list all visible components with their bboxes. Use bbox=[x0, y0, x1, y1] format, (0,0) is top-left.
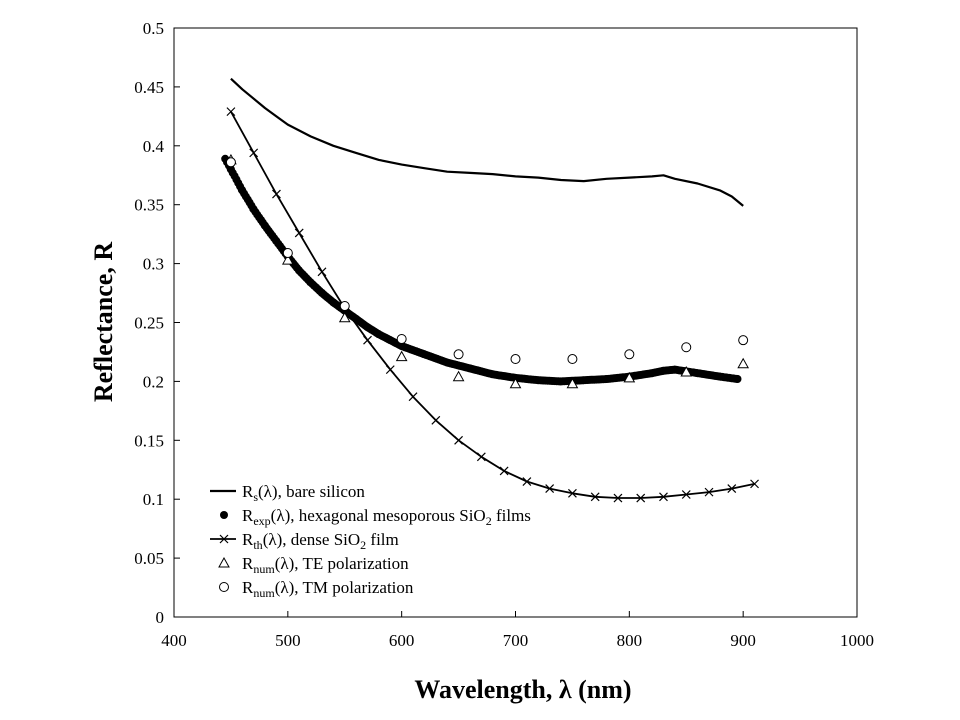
y-tick-label: 0.2 bbox=[143, 372, 164, 391]
circle-marker bbox=[339, 301, 350, 312]
circle-marker bbox=[282, 247, 293, 258]
legend-label: Rs(λ), bare silicon bbox=[242, 482, 365, 504]
plot-area bbox=[173, 27, 858, 618]
triangle-marker bbox=[566, 377, 579, 389]
x-marker bbox=[750, 479, 759, 489]
circle-marker bbox=[681, 342, 692, 353]
triangle-marker bbox=[452, 370, 465, 382]
legend-label: Rexp(λ), hexagonal mesoporous SiO2 films bbox=[242, 506, 531, 528]
circle-marker bbox=[396, 333, 407, 344]
series-layer bbox=[221, 77, 759, 503]
y-tick-label: 0.35 bbox=[134, 196, 164, 215]
legend-dot-marker bbox=[220, 511, 228, 519]
x-tick-label: 400 bbox=[161, 631, 187, 650]
circle-marker bbox=[510, 354, 521, 365]
y-tick-label: 0.45 bbox=[134, 78, 164, 97]
dense-film-line bbox=[230, 111, 755, 499]
y-tick-label: 0.25 bbox=[134, 314, 164, 333]
legend-triangle-marker bbox=[218, 556, 230, 568]
x-marker bbox=[272, 189, 281, 199]
x-marker bbox=[294, 228, 304, 238]
triangle-marker bbox=[509, 377, 522, 389]
x-marker bbox=[408, 392, 418, 402]
x-marker bbox=[590, 492, 600, 502]
x-marker bbox=[681, 490, 691, 499]
x-marker bbox=[499, 466, 509, 476]
exp-point bbox=[733, 375, 742, 383]
series-2 bbox=[226, 107, 759, 503]
legend-item-2: Rth(λ), dense SiO2 film bbox=[210, 530, 399, 552]
x-marker bbox=[727, 484, 737, 494]
x-marker bbox=[226, 107, 236, 117]
legend-circle-marker bbox=[219, 582, 229, 592]
x-tick-label: 900 bbox=[730, 631, 756, 650]
circle-marker bbox=[624, 349, 635, 360]
triangle-marker bbox=[680, 365, 693, 377]
y-tick-label: 0.05 bbox=[134, 549, 164, 568]
triangle-marker bbox=[338, 311, 351, 323]
legend-item-0: Rs(λ), bare silicon bbox=[210, 482, 365, 504]
x-tick-label: 500 bbox=[275, 631, 301, 650]
y-axis-title: Reflectance, R bbox=[89, 242, 118, 402]
y-axis-ticks: 0 0.05 0.1 0.15 0.2 0.25 0.3 0.35 0.4 0.45 0.5 bbox=[134, 19, 180, 627]
x-tick-label: 600 bbox=[389, 631, 415, 650]
x-marker bbox=[636, 493, 646, 503]
legend-item-1: Rexp(λ), hexagonal mesoporous SiO2 films bbox=[220, 506, 531, 528]
legend-item-3: Rnum(λ), TE polarization bbox=[218, 554, 409, 576]
x-marker bbox=[659, 492, 668, 502]
y-tick-label: 0.1 bbox=[143, 490, 164, 509]
circle-marker bbox=[225, 157, 236, 168]
bare-silicon-line bbox=[230, 77, 744, 207]
series-1 bbox=[221, 154, 742, 386]
x-marker bbox=[522, 477, 532, 486]
x-marker bbox=[545, 484, 555, 494]
y-tick-label: 0 bbox=[156, 608, 165, 627]
x-marker bbox=[567, 488, 577, 498]
y-tick-label: 0.3 bbox=[143, 255, 164, 274]
triangle-marker bbox=[737, 357, 750, 369]
x-axis-ticks: 400 500 600 700 800 900 1000 bbox=[161, 611, 874, 650]
y-tick-label: 0.15 bbox=[134, 431, 164, 450]
legend-label: Rnum(λ), TE polarization bbox=[242, 554, 409, 576]
x-axis-title: Wavelength, λ (nm) bbox=[414, 675, 631, 704]
y-tick-label: 0.5 bbox=[143, 19, 164, 38]
series-0 bbox=[230, 77, 744, 207]
triangle-marker bbox=[395, 350, 408, 362]
circle-marker bbox=[738, 335, 749, 346]
x-marker bbox=[317, 267, 327, 277]
x-marker bbox=[249, 148, 259, 158]
x-marker bbox=[431, 415, 441, 425]
legend-item-4: Rnum(λ), TM polarization bbox=[219, 578, 414, 600]
x-marker bbox=[454, 435, 464, 445]
x-marker bbox=[385, 365, 395, 375]
triangle-marker bbox=[281, 254, 294, 265]
circle-marker bbox=[567, 354, 578, 365]
x-tick-label: 800 bbox=[617, 631, 643, 650]
circle-marker bbox=[453, 349, 464, 360]
x-marker bbox=[363, 335, 372, 345]
legend-label: Rnum(λ), TM polarization bbox=[242, 578, 414, 600]
legend-x-marker bbox=[219, 534, 229, 544]
y-tick-label: 0.4 bbox=[143, 137, 165, 156]
x-tick-label: 1000 bbox=[840, 631, 874, 650]
legend-label: Rth(λ), dense SiO2 film bbox=[242, 530, 399, 552]
x-marker bbox=[476, 452, 486, 462]
x-marker bbox=[613, 493, 623, 503]
x-marker bbox=[704, 487, 714, 497]
triangle-marker bbox=[623, 371, 636, 383]
series-4 bbox=[225, 157, 749, 365]
x-tick-label: 700 bbox=[503, 631, 529, 650]
